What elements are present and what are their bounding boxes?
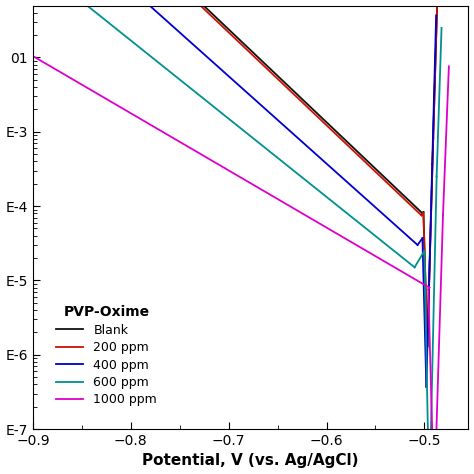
200 ppm [312, 112, 318, 118]
600 ppm [76, 0, 82, 2]
1000 ppm [30, 53, 36, 59]
600 ppm [270, 151, 276, 157]
Line: 600 ppm: 600 ppm [33, 0, 415, 267]
1000 ppm [318, 221, 324, 227]
1000 ppm [159, 128, 165, 134]
200 ppm [419, 212, 424, 218]
600 ppm [181, 80, 187, 86]
400 ppm [182, 35, 188, 40]
X-axis label: Potential, V (vs. Ag/AgCl): Potential, V (vs. Ag/AgCl) [142, 454, 359, 468]
400 ppm [308, 146, 313, 152]
600 ppm [155, 59, 160, 64]
600 ppm [412, 264, 418, 270]
Blank [311, 108, 317, 113]
600 ppm [308, 181, 313, 187]
Blank [419, 210, 425, 216]
1000 ppm [280, 199, 285, 205]
Line: 400 ppm: 400 ppm [33, 0, 418, 245]
400 ppm [155, 10, 161, 16]
Blank [313, 109, 319, 115]
1000 ppm [187, 145, 193, 151]
600 ppm [306, 180, 311, 185]
Line: Blank: Blank [33, 0, 422, 213]
400 ppm [272, 115, 278, 120]
1000 ppm [316, 220, 322, 226]
400 ppm [310, 148, 315, 154]
Legend: Blank, 200 ppm, 400 ppm, 600 ppm, 1000 ppm: Blank, 200 ppm, 400 ppm, 600 ppm, 1000 p… [52, 301, 161, 410]
200 ppm [310, 110, 316, 116]
400 ppm [415, 242, 420, 248]
Line: 200 ppm: 200 ppm [33, 0, 421, 215]
Line: 1000 ppm: 1000 ppm [33, 56, 429, 288]
1000 ppm [78, 81, 83, 87]
1000 ppm [427, 285, 432, 291]
Blank [275, 73, 281, 79]
200 ppm [274, 76, 280, 82]
